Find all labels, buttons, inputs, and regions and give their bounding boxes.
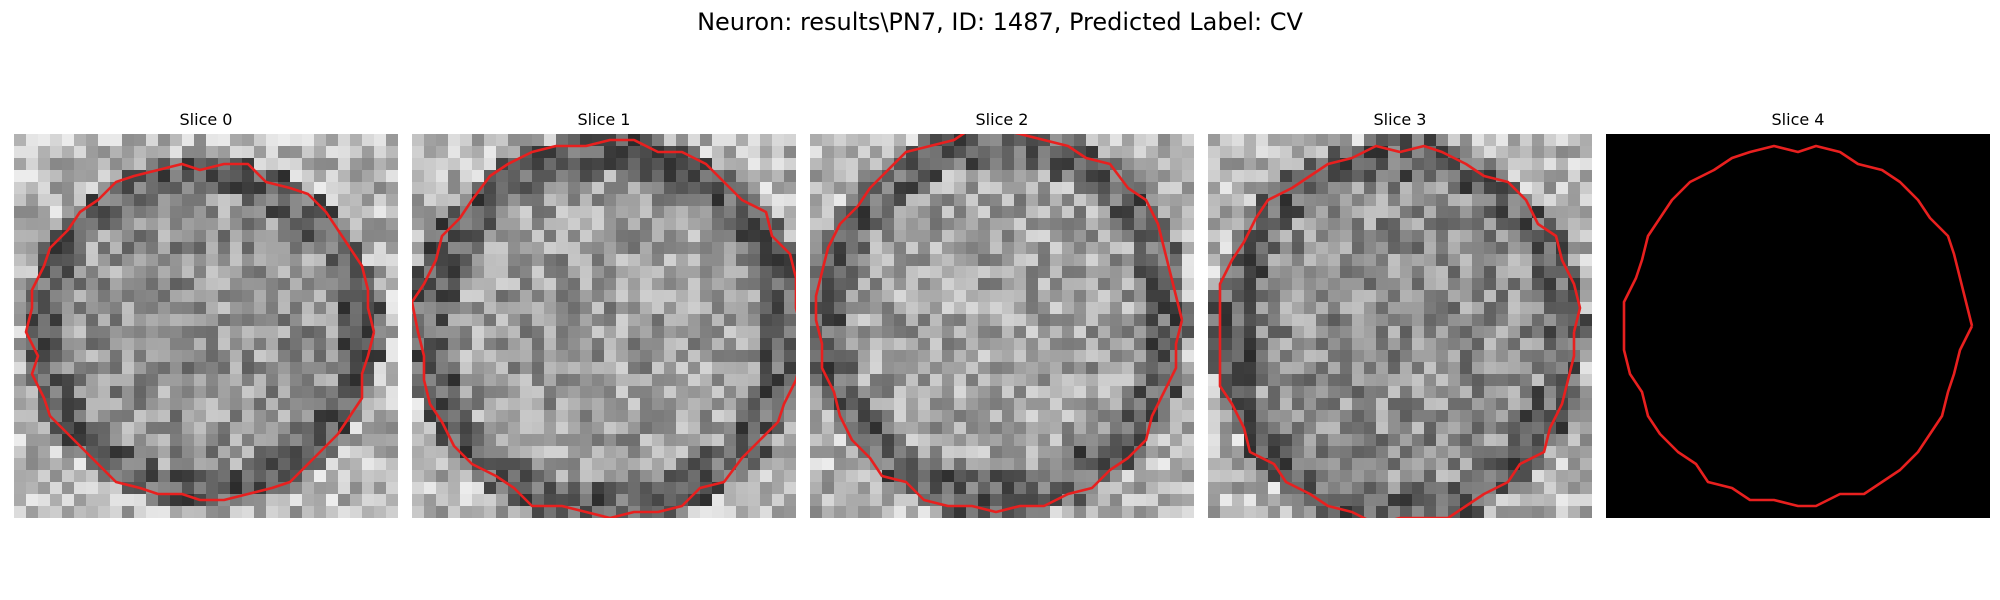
slice-title-4: Slice 4 xyxy=(1771,110,1825,129)
slice-pixel-texture xyxy=(412,134,796,518)
slice-title-1: Slice 1 xyxy=(577,110,631,129)
slice-svg-2 xyxy=(810,134,1194,518)
slice-svg-3 xyxy=(1208,134,1592,518)
slice-panel-1: Slice 1 xyxy=(412,108,796,520)
slice-image-0 xyxy=(14,134,398,518)
slice-svg-0 xyxy=(14,134,398,518)
slice-image-3 xyxy=(1208,134,1592,518)
red-contour xyxy=(1622,144,1974,508)
slice-pixel-texture xyxy=(810,134,1194,518)
red-contour xyxy=(412,138,796,518)
red-contour xyxy=(814,134,1184,514)
slice-svg-4 xyxy=(1606,134,1990,518)
slice-background xyxy=(1606,134,1990,518)
figure-title: Neuron: results\PN7, ID: 1487, Predicted… xyxy=(697,8,1303,36)
slice-pixel-texture xyxy=(1208,134,1592,518)
slice-image-4 xyxy=(1606,134,1990,518)
slice-pixel-texture xyxy=(14,134,398,518)
slice-title-2: Slice 2 xyxy=(975,110,1029,129)
slice-panel-4: Slice 4 xyxy=(1606,108,1990,520)
slice-image-1 xyxy=(412,134,796,518)
slice-svg-1 xyxy=(412,134,796,518)
slice-panel-3: Slice 3 xyxy=(1208,108,1592,520)
slice-image-2 xyxy=(810,134,1194,518)
red-contour xyxy=(1218,144,1582,518)
slice-title-3: Slice 3 xyxy=(1373,110,1427,129)
slice-title-0: Slice 0 xyxy=(179,110,233,129)
slice-panel-2: Slice 2 xyxy=(810,108,1194,520)
slice-panel-0: Slice 0 xyxy=(14,108,398,520)
red-contour xyxy=(24,162,376,502)
